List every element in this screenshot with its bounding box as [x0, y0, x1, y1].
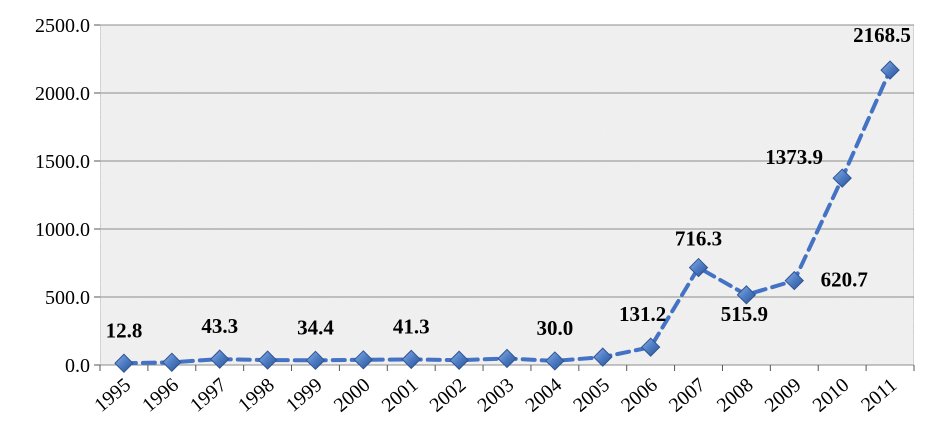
x-tick-label: 2001 — [378, 374, 423, 417]
y-tick-label: 1500.0 — [35, 151, 90, 173]
y-axis-ticks: 0.0 500.0 1000.0 1500.0 2000.0 2500.0 — [35, 15, 90, 377]
data-point-marker — [162, 352, 182, 372]
data-label: 515.9 — [721, 302, 768, 326]
x-tick-label: 2005 — [569, 374, 614, 417]
data-point-marker — [545, 351, 565, 371]
x-tick-label: 1999 — [282, 374, 327, 417]
data-point-marker — [114, 353, 134, 373]
x-tick-label: 2010 — [809, 374, 854, 417]
data-point-marker — [353, 350, 374, 370]
data-label: 2168.5 — [853, 23, 911, 47]
y-tick-label: 2000.0 — [35, 83, 90, 105]
x-tick-label: 2006 — [617, 374, 662, 417]
data-point-marker — [880, 60, 900, 80]
x-tick-label: 2003 — [473, 374, 518, 417]
data-point-marker — [593, 347, 613, 367]
x-tick-label: 2004 — [521, 374, 566, 417]
data-label: 1373.9 — [765, 145, 823, 169]
x-tick-label: 2002 — [426, 374, 471, 417]
x-tick-label: 1995 — [90, 374, 135, 417]
x-axis-ticks: 1995 1996 1997 1998 1999 2000 2001 2002 2003 2004… — [90, 365, 915, 417]
data-label: 30.0 — [537, 316, 574, 340]
data-point-marker — [209, 349, 230, 369]
data-label: 131.2 — [619, 302, 666, 326]
x-tick-label: 2000 — [330, 374, 375, 417]
y-tick-label: 1000.0 — [35, 219, 90, 241]
data-label: 34.4 — [297, 315, 334, 339]
y-tick-label: 0.0 — [65, 355, 90, 377]
x-tick-label: 2007 — [665, 374, 710, 417]
data-label: 620.7 — [821, 268, 868, 292]
data-point-marker — [305, 350, 326, 371]
data-point-marker — [497, 348, 517, 369]
data-point-marker — [401, 349, 421, 370]
data-point-marker — [736, 285, 757, 305]
x-tick-label: 1997 — [186, 374, 231, 417]
gridlines — [94, 24, 914, 366]
data-label: 43.3 — [201, 314, 238, 338]
data-point-marker — [832, 168, 852, 188]
x-tick-label: 1996 — [138, 374, 183, 417]
y-tick-label: 2500.0 — [35, 15, 90, 37]
y-tick-label: 500.0 — [45, 287, 90, 309]
plot-area — [99, 24, 915, 366]
data-label: 716.3 — [675, 227, 722, 251]
data-label: 12.8 — [106, 318, 143, 342]
x-tick-label: 1998 — [234, 374, 279, 417]
x-tick-label: 2011 — [857, 374, 901, 416]
data-point-marker — [257, 350, 278, 370]
x-tick-label: 2009 — [761, 374, 806, 417]
data-point-marker — [688, 257, 709, 278]
data-labels: 12.8 43.3 34.4 41.3 30.0 131.2 716.3 515.9 620.7… — [106, 23, 911, 342]
data-point-marker — [784, 270, 805, 291]
data-point-marker — [640, 337, 661, 357]
data-point-marker — [449, 350, 469, 370]
x-tick-label: 2008 — [713, 374, 758, 417]
data-markers — [114, 60, 900, 373]
data-label: 41.3 — [393, 314, 430, 338]
